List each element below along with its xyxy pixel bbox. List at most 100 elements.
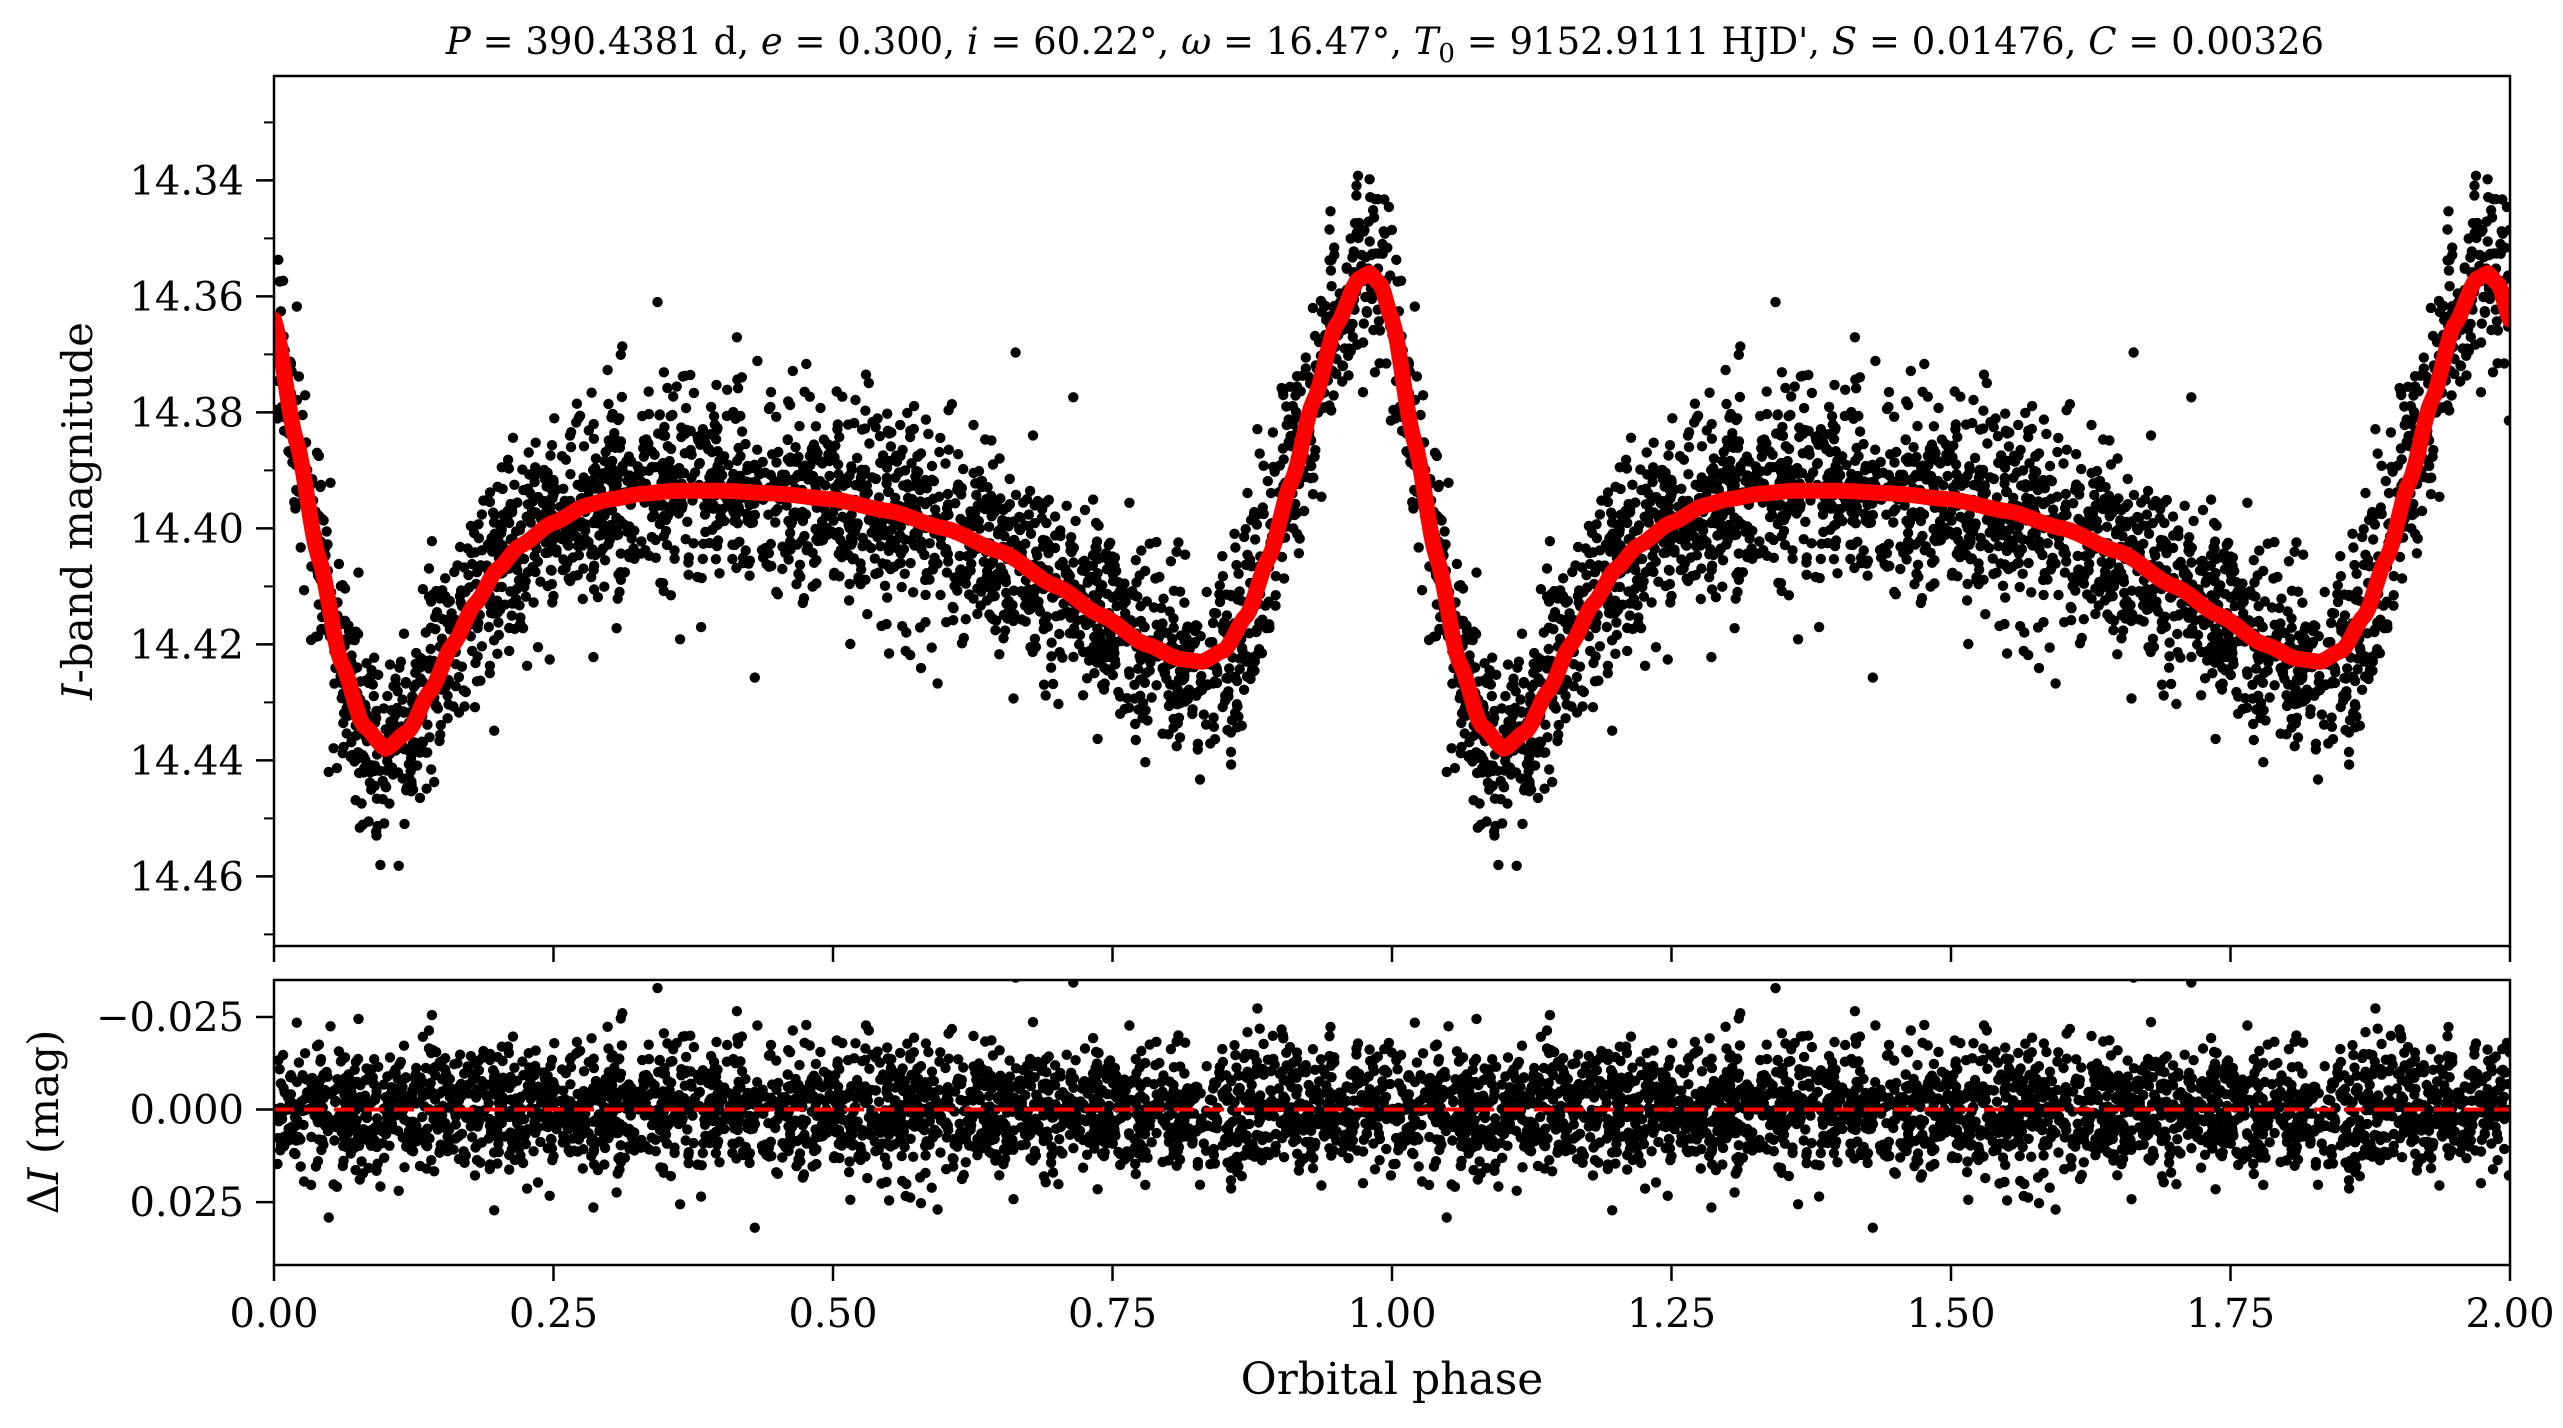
observed-point [1251, 624, 1263, 635]
observed-point [541, 469, 552, 481]
observed-point [1173, 674, 1185, 685]
observed-point [769, 476, 780, 487]
observed-point [669, 545, 680, 556]
observed-point [353, 767, 365, 779]
observed-point [1053, 698, 1064, 710]
observed-point [1607, 528, 1619, 539]
observed-point [814, 455, 825, 467]
observed-point [954, 550, 965, 562]
observed-point [2156, 624, 2167, 635]
observed-point [1553, 719, 1565, 731]
observed-point [2033, 662, 2045, 674]
observed-point [1560, 690, 1571, 701]
observed-point [436, 633, 448, 644]
observed-point [2312, 774, 2324, 785]
observed-point [1433, 481, 1444, 493]
observed-point [1667, 413, 1678, 424]
observed-point [1858, 545, 1869, 556]
observed-point [797, 597, 808, 609]
observed-point [1690, 479, 1701, 490]
observed-point [1506, 681, 1517, 692]
observed-point [588, 433, 600, 444]
observed-point [2094, 586, 2105, 597]
observed-point [1817, 501, 1828, 512]
observed-point [1891, 446, 1902, 458]
observed-point [1134, 570, 1145, 581]
observed-point [388, 681, 399, 692]
observed-point [2038, 498, 2049, 510]
observed-point [2349, 699, 2361, 710]
observed-point [1024, 485, 1036, 497]
observed-point [2344, 715, 2356, 726]
observed-point [1077, 690, 1089, 701]
observed-point [2093, 600, 2104, 611]
observed-point [1766, 509, 1778, 521]
observed-point [549, 413, 560, 424]
observed-point [528, 597, 539, 608]
observed-point [851, 452, 863, 464]
observed-point [1498, 781, 1509, 793]
observed-point [2225, 569, 2237, 580]
observed-point [638, 443, 649, 454]
observed-point [484, 487, 496, 498]
observed-point [2059, 617, 2070, 628]
observed-point [2442, 255, 2453, 266]
observed-point [562, 539, 573, 550]
observed-point [1316, 491, 1327, 502]
observed-point [1854, 426, 1866, 437]
observed-point [2495, 238, 2506, 250]
observed-point [2408, 406, 2420, 418]
observed-point [2388, 570, 2399, 582]
observed-point [1929, 578, 1940, 589]
observed-point [2112, 453, 2123, 464]
observed-point [991, 615, 1002, 626]
observed-point [908, 538, 919, 550]
observed-point [1208, 712, 1219, 723]
observed-point [1929, 534, 1940, 545]
observed-point [885, 441, 897, 452]
observed-point [800, 509, 812, 520]
observed-point [1456, 741, 1467, 753]
observed-point [1955, 511, 1966, 522]
observed-point [2026, 538, 2037, 550]
observed-point [1777, 430, 1789, 441]
observed-point [834, 571, 845, 582]
observed-point [384, 659, 396, 670]
observed-point [1068, 557, 1079, 568]
observed-point [291, 301, 302, 312]
observed-point [1487, 652, 1498, 663]
observed-point [1081, 673, 1093, 684]
observed-point [1468, 626, 1480, 637]
observed-point [1046, 637, 1057, 648]
observed-point [507, 432, 519, 443]
observed-point [1009, 534, 1020, 546]
observed-point [1528, 658, 1539, 669]
observed-point [2003, 563, 2014, 575]
observed-point [1918, 509, 1930, 520]
observed-point [658, 367, 670, 378]
observed-point [2120, 613, 2131, 624]
observed-point [1130, 718, 1141, 730]
observed-point [654, 409, 665, 420]
observed-point [2335, 571, 2347, 582]
observed-point [1541, 591, 1553, 602]
observed-point [881, 462, 893, 473]
observed-point [2274, 602, 2285, 614]
observed-point [866, 472, 878, 483]
observed-point [1449, 762, 1461, 774]
observed-point [1090, 517, 1102, 529]
observed-point [1489, 705, 1500, 717]
observed-point [2396, 389, 2407, 401]
observed-point [723, 459, 734, 471]
observed-point [2013, 521, 2025, 532]
observed-point [1539, 783, 1550, 794]
observed-point [2155, 504, 2166, 515]
observed-point [2020, 407, 2031, 419]
observed-point [658, 472, 669, 483]
observed-point [2337, 616, 2348, 628]
observed-point [1692, 410, 1704, 421]
observed-point [1139, 677, 1151, 688]
observed-point [2469, 190, 2480, 201]
observed-point [1638, 591, 1650, 602]
observed-point [1518, 678, 1530, 689]
